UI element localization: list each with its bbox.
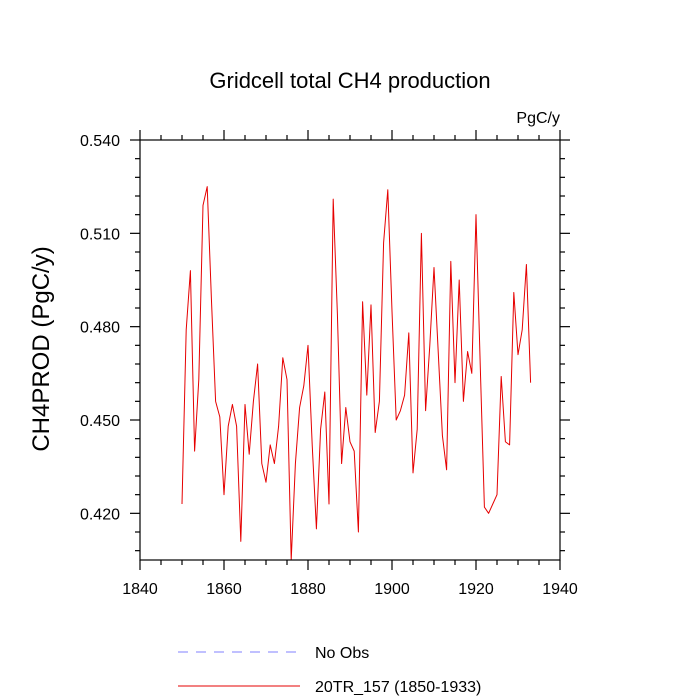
chart-title: Gridcell total CH4 production xyxy=(209,68,490,93)
units-label: PgC/y xyxy=(516,110,560,127)
x-tick-label: 1920 xyxy=(458,581,494,598)
plot-area: 1840 1860 1880 1900 1920 1940 0.420 0.450 0.480 0… xyxy=(80,130,578,598)
y-tick-label: 0.450 xyxy=(80,413,120,430)
ticks-layer: 1840 1860 1880 1900 1920 1940 0.420 0.450 0.480 0… xyxy=(80,130,578,598)
legend-label-20tr-157: 20TR_157 (1850-1933) xyxy=(315,679,481,696)
x-tick-label: 1840 xyxy=(122,581,158,598)
legend-label-no-obs: No Obs xyxy=(315,645,369,662)
x-tick-label: 1860 xyxy=(206,581,242,598)
y-tick-label: 0.510 xyxy=(80,226,120,243)
series-layer xyxy=(181,186,532,561)
legend: No Obs 20TR_157 (1850-1933) xyxy=(178,645,481,696)
y-tick-label: 0.540 xyxy=(80,133,120,150)
y-tick-label: 0.420 xyxy=(80,506,120,523)
plot-frame xyxy=(139,139,561,561)
x-tick-label: 1880 xyxy=(290,581,326,598)
y-tick-label: 0.480 xyxy=(80,320,120,337)
x-tick-label: 1940 xyxy=(542,581,578,598)
series-line-0 xyxy=(181,186,532,561)
x-tick-label: 1900 xyxy=(374,581,410,598)
y-axis-label: CH4PROD (PgC/y) xyxy=(28,246,55,451)
